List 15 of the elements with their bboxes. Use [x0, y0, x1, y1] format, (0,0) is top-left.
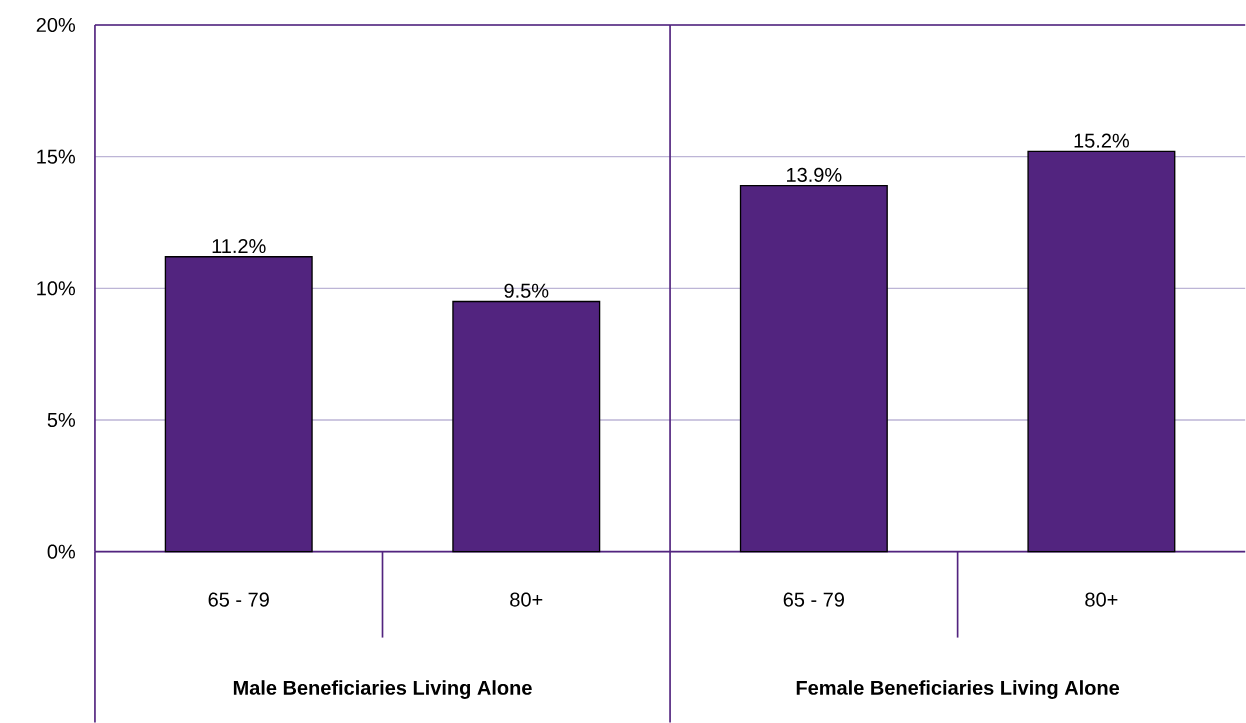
y-tick-label: 5% — [47, 412, 76, 427]
y-tick-label: 15% — [37, 149, 76, 164]
y-tick-label: 20% — [36, 17, 76, 32]
x-tick-label: 80+ — [510, 592, 543, 607]
data-label: 13.9% — [787, 167, 842, 182]
data-label: 9.5% — [504, 283, 549, 298]
x-tick-label: 65 - 79 — [783, 592, 844, 607]
x-axis-title: Male Beneficiaries Living Alone — [233, 680, 532, 699]
x-tick-label: 80+ — [1085, 592, 1118, 607]
data-label: 11.2% — [212, 238, 266, 253]
x-tick-label: 65 - 79 — [208, 592, 269, 607]
x-axis-title: Female Beneficiaries Living Alone — [796, 680, 1120, 699]
y-tick-label: 10% — [37, 281, 76, 296]
data-label: 15.2% — [1074, 133, 1130, 148]
y-tick-label: 0% — [47, 544, 76, 559]
